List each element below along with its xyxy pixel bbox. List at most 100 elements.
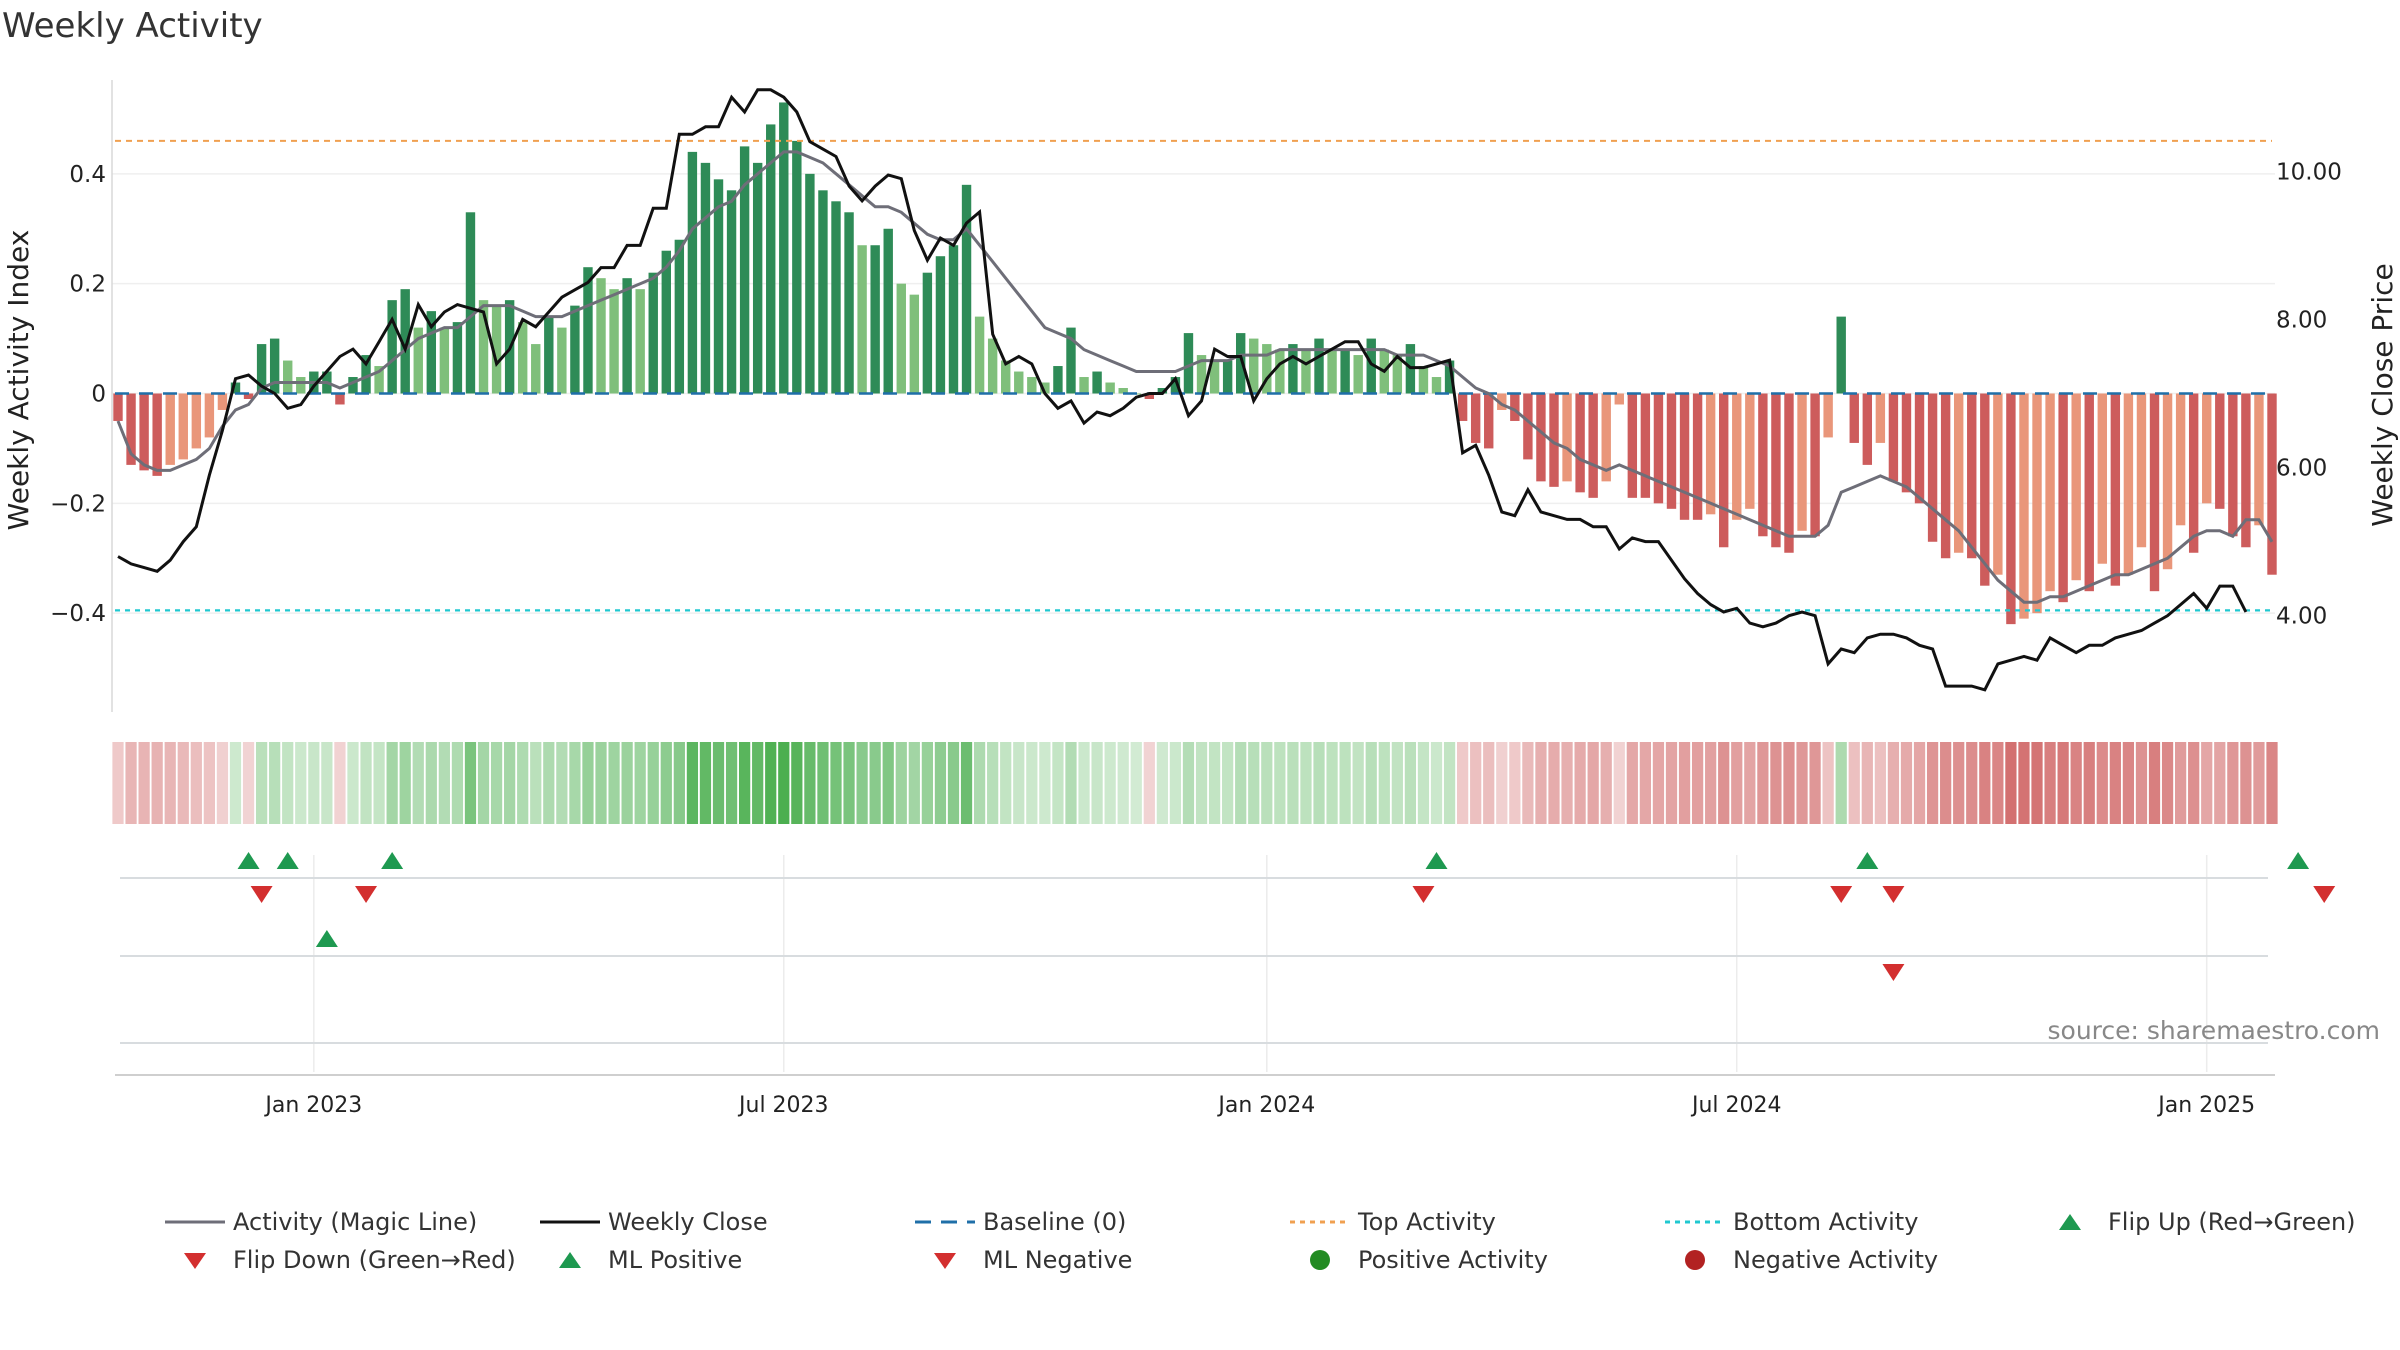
heat-cell	[1287, 742, 1299, 824]
heat-cell	[255, 742, 268, 824]
y2-tick-label: 4.00	[2276, 604, 2327, 630]
heat-cell	[1496, 742, 1508, 824]
legend-label: Baseline (0)	[983, 1208, 1127, 1236]
activity-bar	[792, 140, 802, 394]
flip-up-marker	[1425, 852, 1448, 869]
y-tick-label: 0	[91, 382, 106, 408]
legend-label: Negative Activity	[1733, 1246, 1939, 1274]
heat-cell	[2070, 742, 2082, 824]
flip-up-marker	[381, 852, 404, 869]
activity-bar	[217, 393, 228, 410]
activity-bar	[139, 393, 149, 471]
heat-cell	[1796, 742, 1808, 824]
heat-cell	[1809, 742, 1821, 824]
heat-cell	[2057, 742, 2069, 824]
activity-bar	[1066, 327, 1076, 394]
activity-bar	[635, 289, 645, 394]
activity-bar	[713, 179, 724, 394]
activity-bar	[1653, 393, 1664, 504]
heat-cell	[595, 742, 607, 824]
ml-negative-marker	[1882, 964, 1905, 981]
activity-heat-strip	[112, 742, 2278, 824]
activity-bar	[2188, 393, 2199, 553]
legend-dotted-icon	[1665, 1210, 1725, 1234]
activity-bar	[1222, 360, 1233, 394]
chart-title: Weekly Activity	[2, 6, 263, 46]
heat-cell	[373, 742, 385, 824]
activity-bar	[1614, 393, 1624, 405]
activity-bar	[1431, 377, 1442, 394]
heat-cell	[647, 742, 659, 824]
heat-cell	[1195, 742, 1208, 824]
heat-cell	[1574, 742, 1586, 824]
activity-bar	[1849, 393, 1859, 443]
activity-bar	[1953, 393, 1964, 553]
weekly-close-line	[117, 88, 2248, 692]
heat-cell	[477, 742, 490, 824]
activity-bar	[1457, 393, 1468, 421]
activity-bar	[178, 393, 188, 460]
activity-bar	[2071, 393, 2081, 581]
activity-bar	[1144, 393, 1155, 399]
heat-cell	[1378, 742, 1390, 824]
heat-cell	[895, 742, 907, 824]
activity-bar	[2123, 393, 2134, 575]
legend-label: Activity (Magic Line)	[233, 1208, 478, 1236]
heat-cell	[190, 742, 202, 824]
activity-bar	[1927, 393, 1938, 542]
activity-bar	[1679, 393, 1690, 520]
activity-bar	[596, 278, 606, 394]
y2-tick-label: 6.00	[2276, 456, 2327, 482]
activity-bar	[1823, 393, 1833, 438]
heat-cell	[2018, 742, 2030, 824]
heat-cell	[2044, 742, 2056, 824]
heat-cell	[1313, 742, 1325, 824]
activity-bar	[1666, 393, 1677, 509]
activity-bar	[374, 366, 384, 394]
legend-item-top-activity: Top Activity	[1290, 1208, 1496, 1236]
triangle-up-icon	[2040, 1210, 2100, 1234]
dot-icon	[1290, 1248, 1350, 1272]
heat-cell	[1391, 742, 1403, 824]
y2-tick-label: 10.00	[2276, 159, 2342, 185]
heat-cell	[464, 742, 477, 824]
heat-cell	[1300, 742, 1312, 824]
heat-cell	[530, 742, 542, 824]
heat-cell	[308, 742, 320, 824]
heat-cell	[1718, 742, 1730, 824]
heat-cell	[138, 742, 150, 824]
activity-bar	[1705, 393, 1716, 515]
legend-item-negative-activity: Negative Activity	[1665, 1246, 1938, 1274]
activity-bar	[1967, 393, 1977, 559]
activity-bar	[2241, 393, 2251, 548]
activity-bar	[2110, 393, 2121, 586]
heat-cell	[2240, 742, 2252, 824]
heat-cell	[712, 742, 725, 824]
activity-bar	[1797, 393, 1807, 531]
x-tick-label: Jan 2025	[2156, 1093, 2255, 1118]
heat-cell	[830, 742, 842, 824]
heat-cell	[1404, 742, 1417, 824]
activity-bar	[2032, 393, 2042, 614]
legend-item-ml-positive: ML Positive	[540, 1246, 742, 1274]
activity-bar	[857, 245, 867, 394]
activity-bar	[935, 256, 946, 394]
activity-bar	[2202, 393, 2212, 504]
triangle-up-icon	[540, 1248, 600, 1272]
activity-bar	[831, 201, 841, 394]
heat-cell	[908, 742, 920, 824]
activity-bar	[2136, 393, 2147, 548]
y-tick-label: −0.2	[50, 491, 106, 517]
heat-cell	[752, 742, 764, 824]
heat-cell	[1091, 742, 1103, 824]
heat-cell	[1757, 742, 1769, 824]
heat-cell	[295, 742, 307, 824]
activity-bar	[1444, 360, 1455, 394]
heat-cell	[960, 742, 973, 824]
activity-bar	[191, 393, 202, 449]
activity-bar	[1288, 344, 1298, 394]
y2-axis-label: Weekly Close Price	[2366, 263, 2399, 526]
heat-cell	[660, 742, 672, 824]
series-lines	[115, 88, 2274, 692]
legend-item-bottom-activity: Bottom Activity	[1665, 1208, 1918, 1236]
